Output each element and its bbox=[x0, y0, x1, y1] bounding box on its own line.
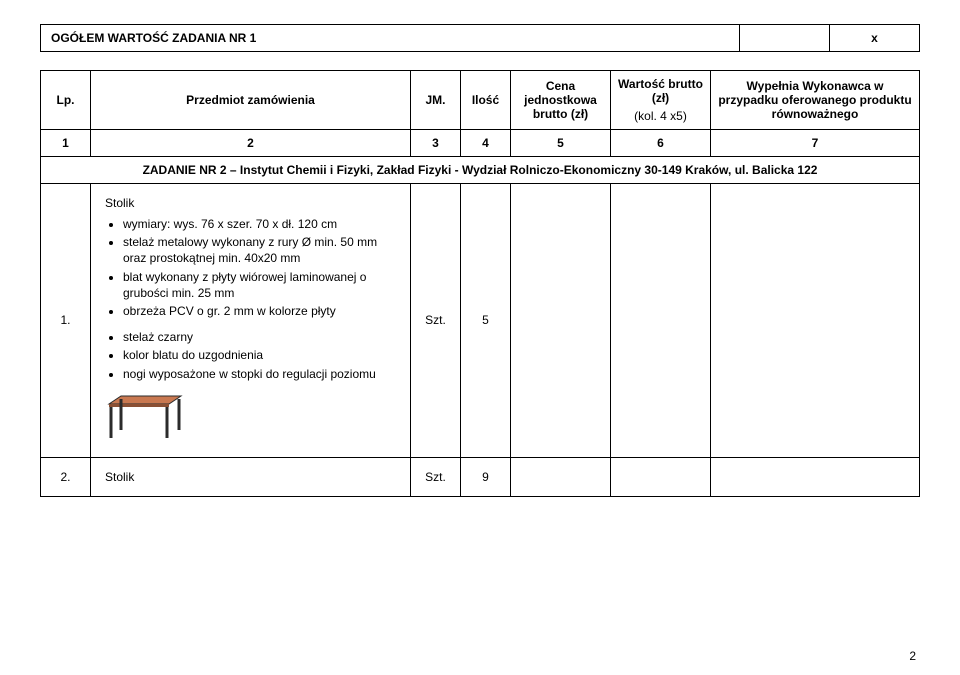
top-bar-title: OGÓŁEM WARTOŚĆ ZADANIA NR 1 bbox=[40, 24, 740, 52]
table-header-row: Lp. Przedmiot zamówienia JM. Ilość Cena … bbox=[41, 71, 920, 130]
list-item: blat wykonany z płyty wiórowej laminowan… bbox=[123, 269, 396, 301]
table-edge-shape bbox=[109, 404, 169, 407]
col-header-subject: Przedmiot zamówienia bbox=[91, 71, 411, 130]
top-bar-x: x bbox=[830, 24, 920, 52]
numcell-1: 1 bbox=[41, 130, 91, 157]
numcell-3: 3 bbox=[411, 130, 461, 157]
task-row: ZADANIE NR 2 – Instytut Chemii i Fizyki,… bbox=[41, 157, 920, 184]
row1-title: Stolik bbox=[105, 196, 396, 210]
top-bar-blank bbox=[740, 24, 830, 52]
row2-subject: Stolik bbox=[91, 457, 411, 496]
row1-subject: Stolik wymiary: wys. 76 x szer. 70 x dł.… bbox=[91, 184, 411, 458]
col-header-qty: Ilość bbox=[461, 71, 511, 130]
row2-qty: 9 bbox=[461, 457, 511, 496]
col-header-jm: JM. bbox=[411, 71, 461, 130]
row2-gross bbox=[611, 457, 711, 496]
list-item: nogi wyposażone w stopki do regulacji po… bbox=[123, 366, 396, 382]
task-cell: ZADANIE NR 2 – Instytut Chemii i Fizyki,… bbox=[41, 157, 920, 184]
table-row: 2. Stolik Szt. 9 bbox=[41, 457, 920, 496]
numcell-4: 4 bbox=[461, 130, 511, 157]
row2-title: Stolik bbox=[105, 470, 396, 484]
col-header-fill: Wypełnia Wykonawca w przypadku oferowane… bbox=[711, 71, 920, 130]
row1-bullets-a: wymiary: wys. 76 x szer. 70 x dł. 120 cm… bbox=[105, 216, 396, 319]
numcell-6: 6 bbox=[611, 130, 711, 157]
row1-jm: Szt. bbox=[411, 184, 461, 458]
numcell-7: 7 bbox=[711, 130, 920, 157]
col-header-gross: Wartość brutto (zł) (kol. 4 x5) bbox=[611, 71, 711, 130]
row1-lp: 1. bbox=[41, 184, 91, 458]
col-header-unit-price: Cena jednostkowa brutto (zł) bbox=[511, 71, 611, 130]
table-number-row: 1 2 3 4 5 6 7 bbox=[41, 130, 920, 157]
row2-fill bbox=[711, 457, 920, 496]
row2-unitprice bbox=[511, 457, 611, 496]
list-item: kolor blatu do uzgodnienia bbox=[123, 347, 396, 363]
col-header-lp: Lp. bbox=[41, 71, 91, 130]
page-number: 2 bbox=[909, 649, 916, 663]
row1-fill bbox=[711, 184, 920, 458]
numcell-5: 5 bbox=[511, 130, 611, 157]
list-item: wymiary: wys. 76 x szer. 70 x dł. 120 cm bbox=[123, 216, 396, 232]
gross-line1: Wartość brutto (zł) bbox=[617, 77, 704, 105]
list-item: stelaż czarny bbox=[123, 329, 396, 345]
row1-unitprice bbox=[511, 184, 611, 458]
gross-line2: (kol. 4 x5) bbox=[617, 109, 704, 123]
table-furniture-icon bbox=[105, 392, 396, 445]
list-item: stelaż metalowy wykonany z rury Ø min. 5… bbox=[123, 234, 396, 266]
list-item: obrzeża PCV o gr. 2 mm w kolorze płyty bbox=[123, 303, 396, 319]
row2-lp: 2. bbox=[41, 457, 91, 496]
top-bar: OGÓŁEM WARTOŚĆ ZADANIA NR 1 x bbox=[40, 24, 920, 52]
row1-bullets-b: stelaż czarny kolor blatu do uzgodnienia… bbox=[105, 329, 396, 382]
row2-jm: Szt. bbox=[411, 457, 461, 496]
row1-gross bbox=[611, 184, 711, 458]
table-row: 1. Stolik wymiary: wys. 76 x szer. 70 x … bbox=[41, 184, 920, 458]
row1-qty: 5 bbox=[461, 184, 511, 458]
numcell-2: 2 bbox=[91, 130, 411, 157]
main-table: Lp. Przedmiot zamówienia JM. Ilość Cena … bbox=[40, 70, 920, 497]
